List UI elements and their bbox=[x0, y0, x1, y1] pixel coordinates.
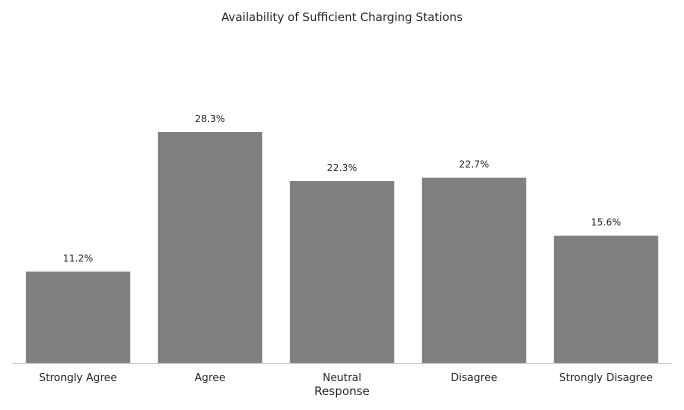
x-axis-label: Response bbox=[314, 384, 369, 398]
x-tick-label-strongly-disagree: Strongly Disagree bbox=[559, 372, 653, 384]
data-label-neutral: 22.3% bbox=[327, 163, 357, 174]
data-label-strongly-agree: 11.2% bbox=[63, 254, 93, 265]
data-label-strongly-disagree: 15.6% bbox=[591, 218, 621, 229]
x-tick-label-disagree: Disagree bbox=[451, 372, 498, 384]
data-label-disagree: 22.7% bbox=[459, 160, 489, 171]
bar-strongly-agree bbox=[26, 272, 130, 363]
x-tick-label-neutral: Neutral bbox=[323, 372, 362, 384]
bar-agree bbox=[158, 132, 262, 363]
bar-disagree bbox=[422, 178, 526, 363]
bar-strongly-disagree bbox=[554, 236, 658, 363]
chart-title: Availability of Sufficient Charging Stat… bbox=[221, 10, 462, 24]
data-label-agree: 28.3% bbox=[195, 114, 225, 125]
x-tick-label-strongly-agree: Strongly Agree bbox=[39, 372, 117, 384]
bar-neutral bbox=[290, 181, 394, 363]
x-tick-label-agree: Agree bbox=[195, 372, 226, 384]
x-tick-labels: Strongly Agree Agree Neutral Disagree Strong… bbox=[39, 372, 653, 384]
